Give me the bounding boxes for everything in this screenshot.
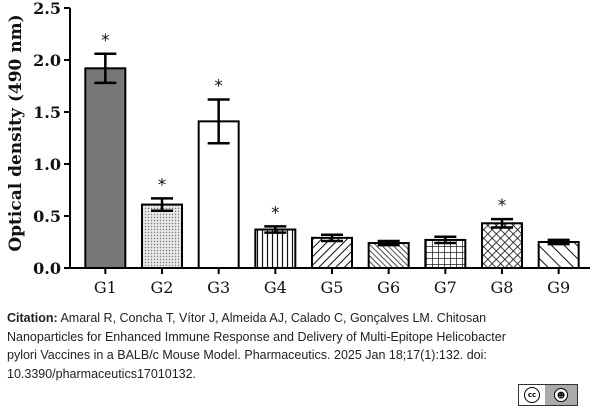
x-tick-label: G2 xyxy=(151,278,174,297)
y-tick-label: 2.0 xyxy=(33,51,61,70)
y-axis: 0.0 0.5 1.0 1.5 2.0 2.5 xyxy=(33,0,71,278)
x-tick-label: G4 xyxy=(264,278,287,297)
bar-g6 xyxy=(367,242,410,269)
bar-g2 xyxy=(141,203,183,269)
x-tick-label: G3 xyxy=(207,278,230,297)
significance-marker: * xyxy=(271,203,280,223)
x-tick-label: G6 xyxy=(377,278,400,297)
bar-series: * * * * * xyxy=(84,31,580,270)
bar-g8 xyxy=(481,222,523,269)
y-tick-label: 0.5 xyxy=(33,207,61,226)
significance-marker: * xyxy=(214,77,223,97)
x-tick-label: G5 xyxy=(321,278,344,297)
x-axis: G1 G2 G3 G4 G5 G6 G7 G8 G9 xyxy=(70,267,590,297)
significance-marker: * xyxy=(498,196,507,216)
x-tick-label: G1 xyxy=(94,278,117,297)
y-axis-label: Optical density (490 nm) xyxy=(6,14,26,251)
significance-marker: * xyxy=(101,31,110,51)
bar-g5 xyxy=(311,236,353,269)
bar-g1 xyxy=(84,67,127,269)
x-tick-label: G9 xyxy=(547,278,570,297)
y-tick-label: 1.5 xyxy=(33,103,61,122)
bar-g3 xyxy=(197,120,240,269)
y-tick-label: 0.0 xyxy=(33,259,61,278)
citation: Citation: Amaral R, Concha T, Vítor J, A… xyxy=(7,309,527,383)
bar-g9 xyxy=(537,241,580,269)
bar-g4 xyxy=(254,228,297,270)
bar-chart: Optical density (490 nm) 0.0 0.5 1.0 1.5 2.0… xyxy=(6,0,590,297)
x-tick-label: G8 xyxy=(491,278,514,297)
person-icon: ☻ xyxy=(554,388,568,402)
citation-label: Citation: xyxy=(7,311,58,325)
x-tick-label: G7 xyxy=(434,278,457,297)
by-logo: ☻ xyxy=(545,385,577,405)
citation-text: Amaral R, Concha T, Vítor J, Almeida AJ,… xyxy=(7,311,506,381)
cc-icon-text: cc xyxy=(527,391,537,399)
y-tick-label: 2.5 xyxy=(33,0,61,18)
cc-by-license-badge[interactable]: cc ☻ xyxy=(518,384,578,406)
y-tick-label: 1.0 xyxy=(33,155,61,174)
cc-logo: cc xyxy=(519,385,545,405)
significance-marker: * xyxy=(158,175,167,195)
cc-icon: cc xyxy=(524,387,540,403)
